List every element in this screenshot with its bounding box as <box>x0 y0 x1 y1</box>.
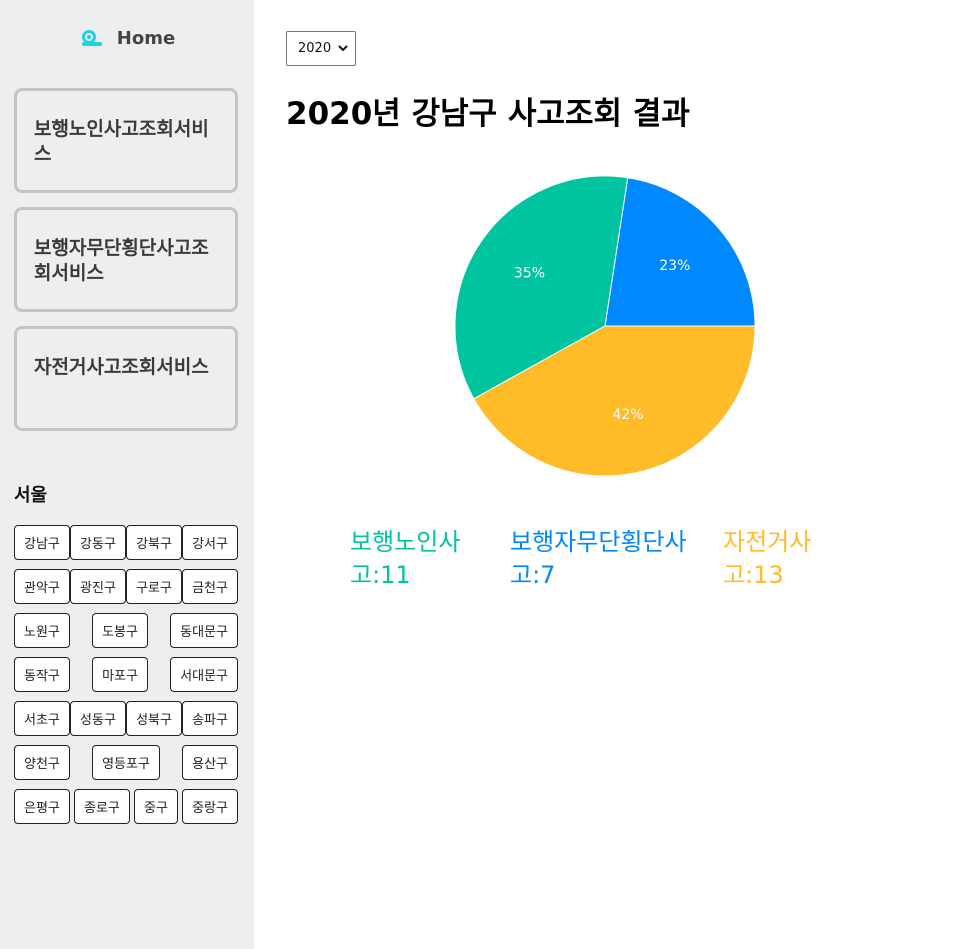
sidebar: Home 보행노인사고조회서비스 보행자무단횡단사고조회서비스 자전거사고조회서… <box>0 0 254 949</box>
district-button[interactable]: 중랑구 <box>182 789 238 824</box>
legend-item-elderly: 보행노인사고:11 <box>350 528 461 589</box>
district-button[interactable]: 용산구 <box>182 745 238 780</box>
district-button[interactable]: 양천구 <box>14 745 70 780</box>
pie-slice-label: 42% <box>612 407 643 423</box>
year-select-value: 2020 <box>298 41 332 56</box>
district-button[interactable]: 광진구 <box>70 569 126 604</box>
legend-item-jaywalking: 보행자무단횡단사고:7 <box>510 528 687 589</box>
chevron-down-icon <box>338 45 348 52</box>
elderly-pedestrian-service-button[interactable]: 보행노인사고조회서비스 <box>14 88 238 193</box>
year-select[interactable]: 2020 <box>286 31 356 66</box>
pie-chart: 23% 35% 42% <box>454 175 756 477</box>
pie-slice <box>604 177 756 327</box>
district-button[interactable]: 노원구 <box>14 613 70 648</box>
district-button[interactable]: 도봉구 <box>92 613 148 648</box>
district-button[interactable]: 중구 <box>134 789 178 824</box>
main-content: 2020 2020년 강남구 사고조회 결과 23% 35% 42% 보행노인사고:… <box>254 0 953 949</box>
home-link[interactable]: Home <box>14 0 240 74</box>
pie-slice-label: 23% <box>659 258 690 274</box>
district-button[interactable]: 관악구 <box>14 569 70 604</box>
district-button[interactable]: 금천구 <box>182 569 238 604</box>
district-button[interactable]: 종로구 <box>74 789 130 824</box>
district-button[interactable]: 강북구 <box>126 525 182 560</box>
pie-slice-label: 35% <box>514 265 545 281</box>
district-button[interactable]: 마포구 <box>92 657 148 692</box>
district-button[interactable]: 동작구 <box>14 657 70 692</box>
district-button[interactable]: 영등포구 <box>92 745 160 780</box>
pie-slice <box>473 325 756 477</box>
district-button[interactable]: 강서구 <box>182 525 238 560</box>
district-button[interactable]: 은평구 <box>14 789 70 824</box>
pie-slice <box>454 175 629 400</box>
page-title: 2020년 강남구 사고조회 결과 <box>286 96 690 132</box>
jaywalking-service-button[interactable]: 보행자무단횡단사고조회서비스 <box>14 207 238 312</box>
district-button[interactable]: 성동구 <box>70 701 126 736</box>
district-button[interactable]: 동대문구 <box>170 613 238 648</box>
district-button[interactable]: 강동구 <box>70 525 126 560</box>
snail-icon <box>81 30 102 46</box>
district-button[interactable]: 서대문구 <box>170 657 238 692</box>
bicycle-service-button[interactable]: 자전거사고조회서비스 <box>14 326 238 431</box>
region-title: 서울 <box>14 485 48 506</box>
district-button[interactable]: 강남구 <box>14 525 70 560</box>
district-button[interactable]: 성북구 <box>126 701 182 736</box>
home-label: Home <box>116 27 176 49</box>
legend-item-bicycle: 자전거사고:13 <box>723 528 812 589</box>
district-button[interactable]: 송파구 <box>182 701 238 736</box>
district-button[interactable]: 구로구 <box>126 569 182 604</box>
district-button[interactable]: 서초구 <box>14 701 70 736</box>
